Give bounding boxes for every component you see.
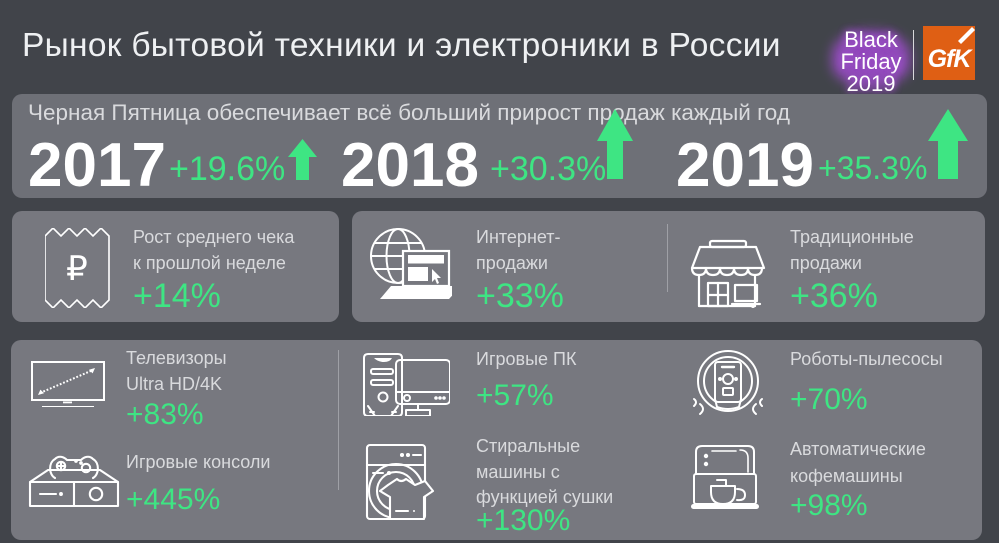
- svg-text:₽: ₽: [66, 250, 88, 288]
